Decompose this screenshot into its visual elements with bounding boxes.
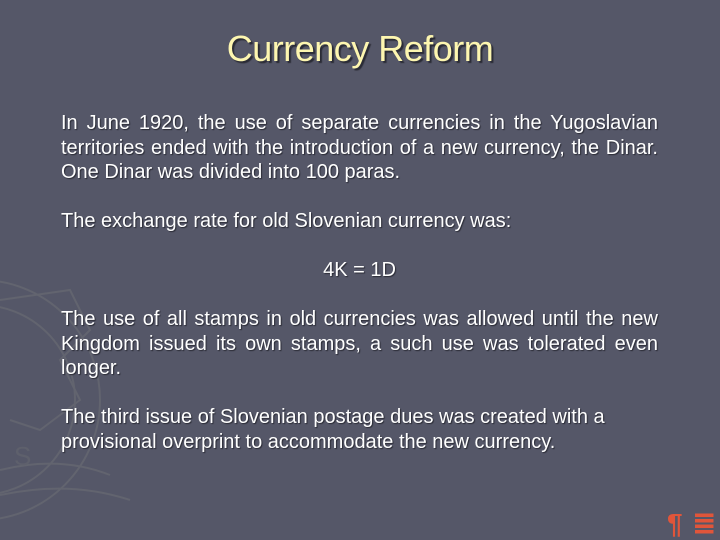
pilcrow-icon[interactable]: ¶	[666, 508, 683, 539]
svg-text:S: S	[14, 441, 31, 471]
slide-title: Currency Reform	[226, 28, 494, 69]
slide-body: In June 1920, the use of separate curren…	[61, 111, 658, 479]
exchange-rate-intro: The exchange rate for old Slovenian curr…	[61, 210, 512, 232]
postage-dues-paragraph: The third issue of Slovenian postage due…	[61, 406, 605, 453]
notes-icon[interactable]: ≣	[692, 508, 716, 539]
exchange-rate-formula: 4K = 1D	[323, 259, 396, 281]
slide-navigation: ¶ ≣	[667, 510, 716, 538]
intro-paragraph: In June 1920, the use of separate curren…	[61, 112, 658, 183]
stamps-usage-paragraph: The use of all stamps in old currencies …	[61, 308, 658, 379]
